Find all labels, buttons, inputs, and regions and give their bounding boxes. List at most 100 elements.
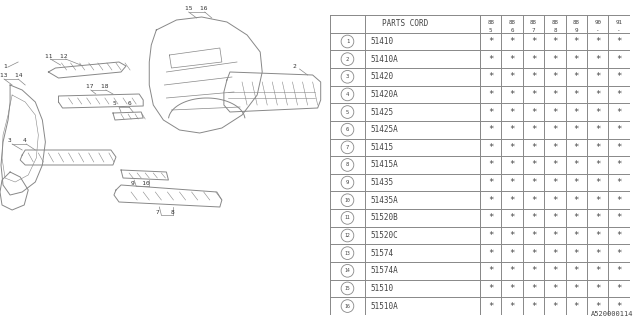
Text: -: - xyxy=(596,28,600,33)
Text: *: * xyxy=(488,72,493,81)
Text: *: * xyxy=(552,231,557,240)
Text: *: * xyxy=(595,284,600,293)
Text: *: * xyxy=(488,249,493,258)
Text: *: * xyxy=(509,231,515,240)
Text: *: * xyxy=(531,72,536,81)
Text: *: * xyxy=(509,72,515,81)
Text: *: * xyxy=(488,213,493,222)
Text: 88: 88 xyxy=(509,20,516,25)
Text: *: * xyxy=(616,301,621,311)
Text: *: * xyxy=(509,249,515,258)
Text: *: * xyxy=(595,143,600,152)
Text: *: * xyxy=(573,213,579,222)
Text: *: * xyxy=(595,301,600,311)
Text: *: * xyxy=(531,284,536,293)
Text: *: * xyxy=(595,266,600,275)
Text: 51435A: 51435A xyxy=(370,196,398,205)
Text: *: * xyxy=(552,249,557,258)
Text: *: * xyxy=(616,55,621,64)
Text: *: * xyxy=(595,72,600,81)
Text: *: * xyxy=(509,108,515,116)
Text: *: * xyxy=(488,160,493,170)
Text: *: * xyxy=(616,284,621,293)
Text: 15  16: 15 16 xyxy=(184,6,207,11)
Text: 7   8: 7 8 xyxy=(156,210,175,215)
Text: *: * xyxy=(509,284,515,293)
Text: *: * xyxy=(573,72,579,81)
Text: *: * xyxy=(573,143,579,152)
Text: *: * xyxy=(573,160,579,170)
Text: 88: 88 xyxy=(487,20,494,25)
Text: *: * xyxy=(616,125,621,134)
Text: *: * xyxy=(531,143,536,152)
Text: 13  14: 13 14 xyxy=(0,73,22,78)
Text: *: * xyxy=(509,125,515,134)
Text: 16: 16 xyxy=(344,304,350,308)
Text: 15: 15 xyxy=(344,286,350,291)
Text: *: * xyxy=(488,55,493,64)
Text: *: * xyxy=(509,301,515,311)
Text: *: * xyxy=(552,178,557,187)
Text: 88: 88 xyxy=(530,20,537,25)
Text: 1: 1 xyxy=(3,64,7,69)
Text: 51520C: 51520C xyxy=(370,231,398,240)
Text: 51420: 51420 xyxy=(370,72,393,81)
Text: *: * xyxy=(573,284,579,293)
Text: *: * xyxy=(595,196,600,205)
Text: 8: 8 xyxy=(553,28,557,33)
Text: *: * xyxy=(531,196,536,205)
Text: 51574A: 51574A xyxy=(370,266,398,275)
Text: *: * xyxy=(488,90,493,99)
Text: 2: 2 xyxy=(346,57,349,62)
Text: *: * xyxy=(531,266,536,275)
Text: *: * xyxy=(488,301,493,311)
Text: *: * xyxy=(552,55,557,64)
Text: *: * xyxy=(616,178,621,187)
Text: 6: 6 xyxy=(510,28,514,33)
Text: 51410A: 51410A xyxy=(370,55,398,64)
Text: *: * xyxy=(616,213,621,222)
Text: 5: 5 xyxy=(489,28,492,33)
Text: 51415A: 51415A xyxy=(370,160,398,170)
Text: 51425: 51425 xyxy=(370,108,393,116)
Text: *: * xyxy=(616,196,621,205)
Text: 51415: 51415 xyxy=(370,143,393,152)
Text: *: * xyxy=(573,196,579,205)
Text: *: * xyxy=(595,213,600,222)
Text: *: * xyxy=(595,178,600,187)
Text: *: * xyxy=(509,266,515,275)
Text: *: * xyxy=(616,266,621,275)
Text: *: * xyxy=(488,143,493,152)
Text: *: * xyxy=(509,213,515,222)
Text: 6: 6 xyxy=(346,127,349,132)
Text: 9: 9 xyxy=(575,28,578,33)
Text: *: * xyxy=(573,178,579,187)
Text: *: * xyxy=(595,55,600,64)
Text: 51520B: 51520B xyxy=(370,213,398,222)
Text: 88: 88 xyxy=(552,20,558,25)
Text: *: * xyxy=(552,125,557,134)
Text: *: * xyxy=(509,37,515,46)
Text: *: * xyxy=(552,37,557,46)
Text: 2: 2 xyxy=(292,64,296,69)
Text: *: * xyxy=(531,231,536,240)
Text: *: * xyxy=(595,160,600,170)
Text: 51425A: 51425A xyxy=(370,125,398,134)
Text: *: * xyxy=(595,90,600,99)
Text: *: * xyxy=(552,196,557,205)
Text: 4: 4 xyxy=(346,92,349,97)
Text: *: * xyxy=(573,125,579,134)
Text: *: * xyxy=(616,37,621,46)
Text: *: * xyxy=(488,125,493,134)
Text: *: * xyxy=(616,249,621,258)
Text: 90: 90 xyxy=(594,20,601,25)
Text: *: * xyxy=(531,37,536,46)
Text: 51510A: 51510A xyxy=(370,301,398,311)
Text: *: * xyxy=(573,231,579,240)
Text: 3: 3 xyxy=(346,74,349,79)
Text: 5: 5 xyxy=(346,109,349,115)
Text: *: * xyxy=(595,125,600,134)
Text: 1: 1 xyxy=(346,39,349,44)
Text: 10: 10 xyxy=(344,198,350,203)
Text: 3   4: 3 4 xyxy=(8,138,27,143)
